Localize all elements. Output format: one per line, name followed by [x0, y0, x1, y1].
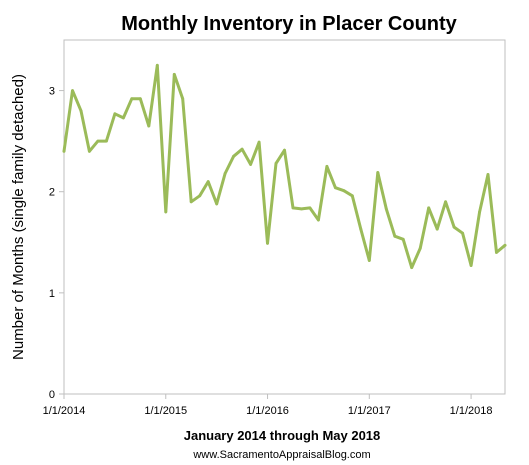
data-point [461, 231, 464, 235]
data-point [96, 139, 100, 143]
data-point [486, 173, 490, 176]
data-point [138, 97, 142, 101]
data-point [122, 116, 125, 120]
x-tick-label: 1/1/2014 [43, 405, 86, 417]
data-point [410, 266, 414, 269]
chart-title: Monthly Inventory in Placer County [121, 13, 457, 35]
data-point [359, 227, 363, 231]
y-axis-label: Number of Months (single family detached… [10, 74, 27, 360]
data-point [232, 154, 236, 158]
data-point [189, 200, 193, 204]
data-point [427, 206, 431, 210]
data-point [418, 247, 422, 250]
data-point [444, 200, 447, 204]
data-point [342, 189, 346, 193]
plot-area [63, 39, 506, 395]
data-point [181, 97, 185, 101]
data-point [147, 124, 151, 128]
data-point [452, 225, 456, 229]
data-point [266, 241, 269, 245]
data-point [350, 194, 354, 198]
data-point [469, 264, 473, 267]
x-tick-label: 1/1/2016 [246, 405, 289, 417]
data-point [130, 97, 134, 101]
x-axis-ticks: 1/1/2014 1/1/2015 1/1/2016 1/1/2017 1/1/2018 [43, 394, 493, 417]
y-tick-label: 2 [49, 187, 55, 199]
data-point [503, 243, 507, 247]
data-point [62, 149, 66, 153]
y-tick-label: 3 [49, 86, 55, 98]
data-point [478, 210, 481, 214]
data-point [291, 206, 295, 210]
data-point [325, 165, 329, 168]
data-point [283, 148, 286, 152]
data-point [240, 147, 244, 151]
series-group [62, 63, 507, 270]
data-point [393, 234, 397, 238]
x-tick-label: 1/1/2018 [450, 405, 493, 417]
data-point [257, 140, 261, 144]
data-point [249, 163, 253, 166]
x-tick-label: 1/1/2017 [348, 405, 391, 417]
data-point [495, 251, 498, 254]
data-point [198, 194, 202, 198]
data-point [317, 218, 320, 222]
data-point [113, 112, 117, 116]
data-point [367, 259, 371, 262]
data-point [274, 162, 278, 165]
data-point [435, 227, 439, 231]
data-point [155, 63, 159, 67]
data-point [79, 109, 83, 113]
data-point [71, 89, 74, 92]
y-tick-label: 1 [49, 288, 55, 300]
data-point [105, 139, 108, 143]
data-point [215, 202, 219, 206]
data-point [376, 171, 380, 174]
x-tick-label: 1/1/2015 [144, 405, 187, 417]
data-point [384, 207, 388, 211]
footer-url: www.SacramentoAppraisalBlog.com [192, 449, 370, 461]
x-axis-label: January 2014 through May 2018 [184, 428, 381, 443]
data-point [164, 210, 168, 214]
data-point [308, 206, 312, 210]
data-point [334, 186, 337, 190]
y-tick-label: 0 [49, 389, 55, 401]
data-point [88, 149, 91, 153]
data-point [223, 172, 227, 175]
data-point [401, 237, 405, 241]
y-axis-ticks: 0 1 2 3 [49, 86, 64, 401]
data-point [206, 180, 210, 184]
data-point [172, 73, 176, 76]
data-point [300, 207, 303, 211]
